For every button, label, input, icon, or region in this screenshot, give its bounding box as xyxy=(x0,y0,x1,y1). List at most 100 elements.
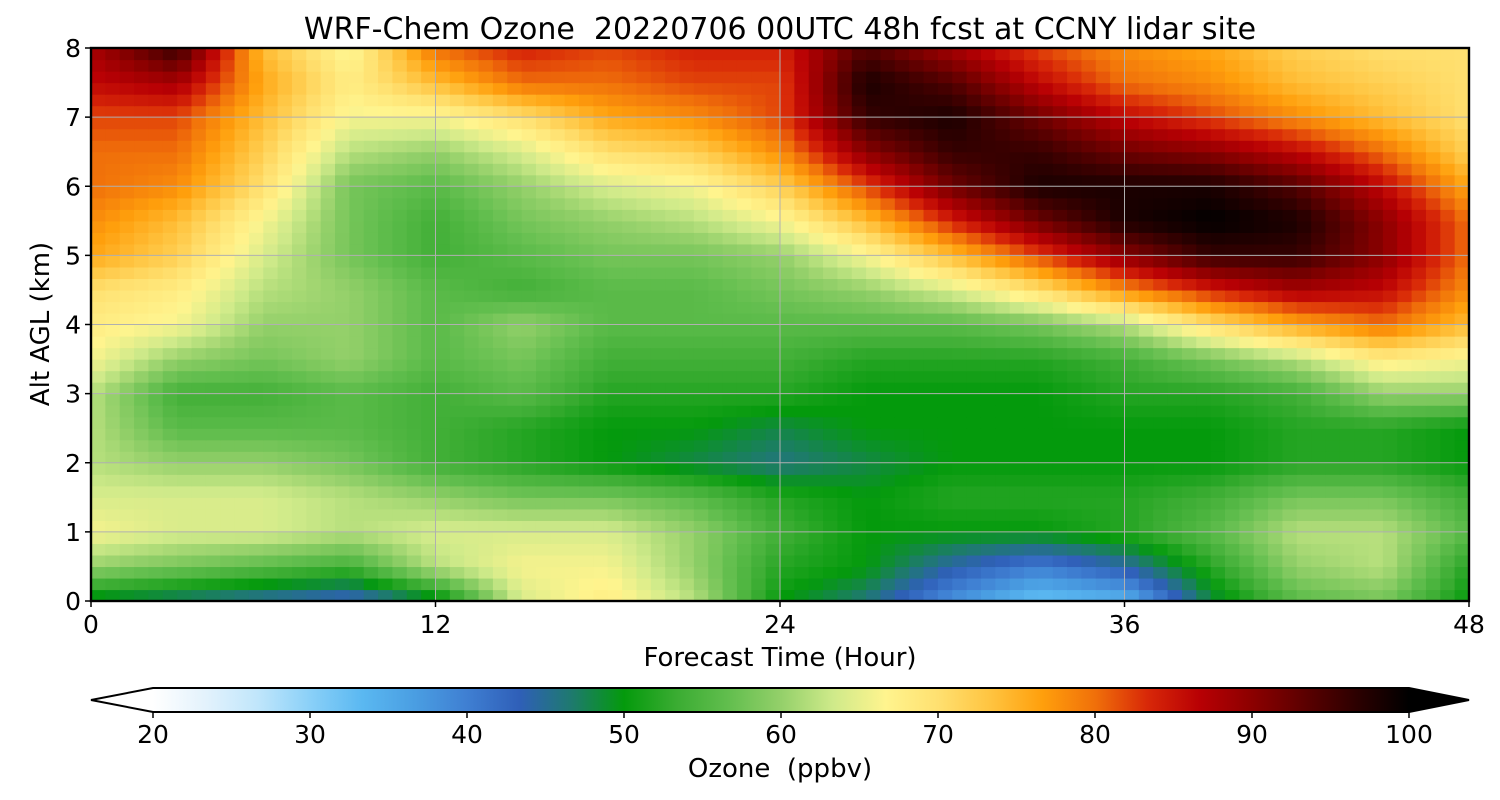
heatmap-cell xyxy=(1282,48,1298,61)
heatmap-cell xyxy=(837,312,853,326)
colorbar-ticks: 20 30 40 50 60 70 80 90 100 xyxy=(137,712,1433,749)
heatmap-cell xyxy=(349,186,365,199)
heatmap-cell xyxy=(177,174,193,187)
heatmap-cell xyxy=(622,531,638,544)
heatmap-cell xyxy=(91,312,106,326)
heatmap-cell xyxy=(808,266,824,280)
heatmap-cell xyxy=(1167,117,1183,130)
heatmap-cell xyxy=(952,520,968,533)
heatmap-cell xyxy=(579,117,594,130)
heatmap-cell xyxy=(1339,347,1355,360)
heatmap-cell xyxy=(1153,393,1169,406)
heatmap-cell xyxy=(148,485,164,498)
heatmap-cell xyxy=(1325,82,1341,95)
heatmap-cell xyxy=(1339,59,1355,72)
heatmap-cell xyxy=(1224,94,1240,107)
heatmap-cell xyxy=(119,382,135,395)
heatmap-cell xyxy=(1153,163,1169,176)
heatmap-cell xyxy=(1124,151,1140,164)
heatmap-cell xyxy=(579,174,594,187)
heatmap-cell xyxy=(607,451,623,464)
heatmap-cell xyxy=(564,566,580,579)
heatmap-cell xyxy=(1239,278,1255,291)
heatmap-cell xyxy=(1024,289,1039,303)
heatmap-cell xyxy=(263,554,279,568)
heatmap-cell xyxy=(1009,347,1025,360)
heatmap-cell xyxy=(1311,117,1327,130)
heatmap-cell xyxy=(794,577,810,591)
heatmap-cell xyxy=(1325,151,1341,164)
heatmap-cell xyxy=(521,474,537,487)
heatmap-cell xyxy=(148,105,164,118)
heatmap-cell xyxy=(564,232,580,245)
heatmap-cell xyxy=(1339,428,1355,441)
heatmap-cell xyxy=(1397,289,1413,303)
heatmap-cell xyxy=(736,554,752,568)
heatmap-cell xyxy=(349,71,365,84)
heatmap-cell xyxy=(1052,428,1068,441)
heatmap-cell xyxy=(392,324,408,337)
heatmap-cell xyxy=(1038,405,1054,418)
heatmap-cell xyxy=(1296,312,1312,326)
heatmap-cell xyxy=(1009,163,1025,176)
heatmap-cell xyxy=(1282,439,1298,452)
heatmap-cell xyxy=(1425,48,1441,61)
heatmap-cell xyxy=(1339,543,1355,556)
heatmap-cell xyxy=(162,577,178,591)
heatmap-cell xyxy=(866,59,882,72)
heatmap-cell xyxy=(105,485,121,498)
heatmap-cell xyxy=(722,428,738,441)
heatmap-cell xyxy=(291,255,307,268)
heatmap-cell xyxy=(593,186,609,199)
heatmap-cell xyxy=(923,59,939,72)
heatmap-cell xyxy=(263,278,279,291)
heatmap-cell xyxy=(607,243,623,256)
heatmap-cell xyxy=(736,451,752,464)
heatmap-cell xyxy=(1296,255,1312,268)
heatmap-cell xyxy=(148,59,164,72)
heatmap-cell xyxy=(1124,508,1140,521)
heatmap-cell xyxy=(1224,255,1240,268)
heatmap-cell xyxy=(464,82,480,95)
heatmap-cell xyxy=(1153,347,1169,360)
heatmap-cell xyxy=(449,140,465,153)
heatmap-cell xyxy=(119,416,135,429)
heatmap-cell xyxy=(579,451,594,464)
heatmap-cell xyxy=(449,439,465,452)
heatmap-cell xyxy=(378,474,394,487)
heatmap-cell xyxy=(363,220,379,233)
heatmap-cell xyxy=(1354,220,1370,233)
heatmap-cell xyxy=(421,543,437,556)
colorbar-min-extend-triangle xyxy=(91,688,153,712)
heatmap-cell xyxy=(349,255,365,268)
heatmap-cell xyxy=(1009,82,1025,95)
heatmap-cell xyxy=(521,255,537,268)
heatmap-cell xyxy=(449,428,465,441)
heatmap-cell xyxy=(1397,474,1413,487)
heatmap-cell xyxy=(650,577,666,591)
heatmap-cell xyxy=(535,497,551,510)
heatmap-cell xyxy=(449,151,465,164)
heatmap-cell xyxy=(909,105,925,118)
heatmap-cell xyxy=(823,220,839,233)
heatmap-cell xyxy=(866,94,882,107)
heatmap-cell xyxy=(751,405,767,418)
heatmap-cell xyxy=(234,589,250,601)
heatmap-cell xyxy=(1253,59,1269,72)
heatmap-cell xyxy=(248,82,264,95)
heatmap-cell xyxy=(1239,497,1255,510)
heatmap-cell xyxy=(535,151,551,164)
heatmap-cell xyxy=(923,393,939,406)
heatmap-cell xyxy=(191,59,207,72)
heatmap-cell xyxy=(794,232,810,245)
heatmap-cell xyxy=(148,266,164,280)
heatmap-cell xyxy=(205,520,221,533)
heatmap-cell xyxy=(980,577,996,591)
heatmap-cell xyxy=(665,485,681,498)
heatmap-cell xyxy=(708,439,724,452)
heatmap-cell xyxy=(1325,289,1341,303)
heatmap-cell xyxy=(1311,186,1327,199)
heatmap-cell xyxy=(91,462,106,475)
heatmap-cell xyxy=(335,151,350,164)
heatmap-cell xyxy=(1024,197,1039,210)
